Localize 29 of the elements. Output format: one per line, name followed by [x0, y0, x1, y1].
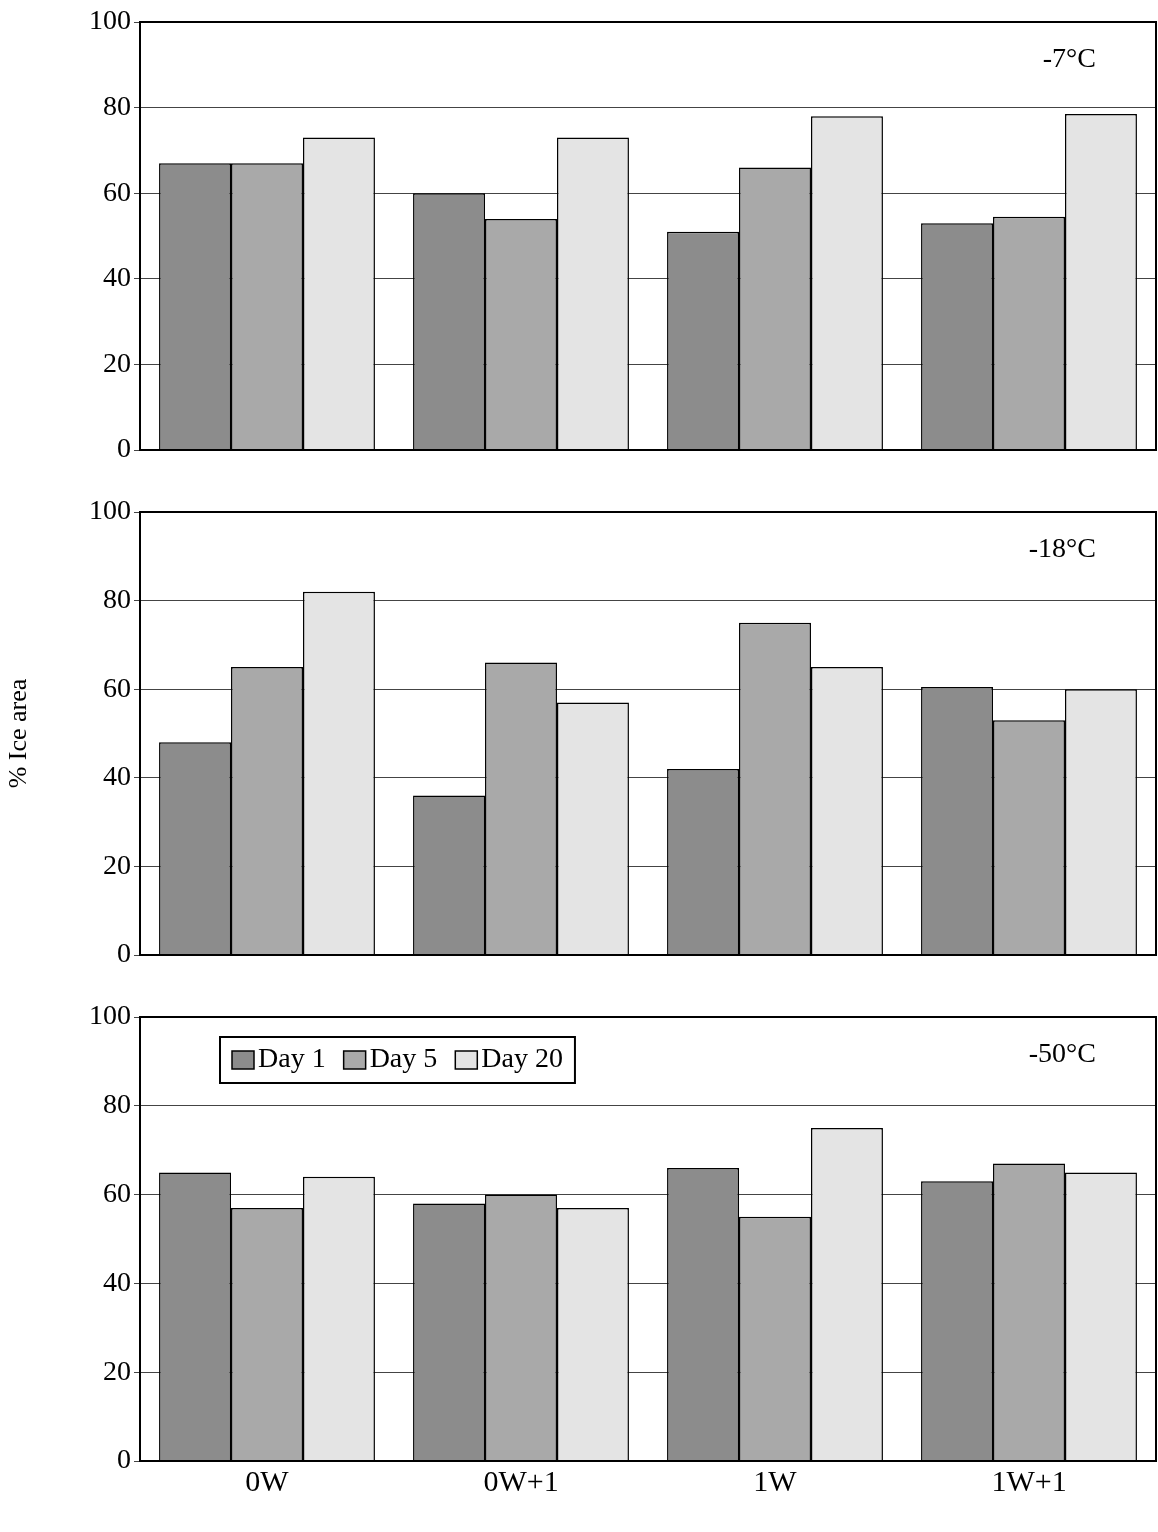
y-tick-label: 60 — [103, 1176, 131, 1208]
legend-label: Day 1 — [258, 1042, 326, 1074]
y-tick-label: 100 — [89, 4, 131, 36]
y-tick-label: 0 — [117, 937, 131, 969]
annotation: -18°C — [1028, 532, 1096, 564]
legend-label: Day 20 — [481, 1042, 563, 1074]
y-tick-label: 80 — [103, 89, 131, 121]
y-tick-label: 60 — [103, 671, 131, 703]
x-tick-label: 1W — [753, 1463, 798, 1497]
annotation: -7°C — [1042, 42, 1096, 74]
y-tick-label: 100 — [89, 999, 131, 1031]
y-tick-label: 40 — [103, 760, 131, 792]
y-axis-title: % Ice area — [3, 678, 33, 789]
y-tick-label: 40 — [103, 1265, 131, 1297]
x-tick-label: 0W+1 — [483, 1463, 559, 1497]
x-tick-label: 0W — [245, 1463, 290, 1497]
y-tick-label: 40 — [103, 261, 131, 293]
y-tick-label: 20 — [103, 1354, 131, 1386]
y-tick-label: 20 — [103, 848, 131, 880]
x-tick-label: 1W+1 — [991, 1463, 1067, 1497]
annotation: -50°C — [1028, 1037, 1096, 1069]
y-tick-label: 20 — [103, 346, 131, 378]
y-tick-label: 0 — [117, 1443, 131, 1475]
y-tick-label: 0 — [117, 432, 131, 464]
y-tick-label: 80 — [103, 1088, 131, 1120]
y-tick-label: 80 — [103, 582, 131, 614]
y-tick-label: 100 — [89, 494, 131, 526]
legend-label: Day 5 — [369, 1042, 438, 1074]
y-tick-label: 60 — [103, 175, 131, 207]
